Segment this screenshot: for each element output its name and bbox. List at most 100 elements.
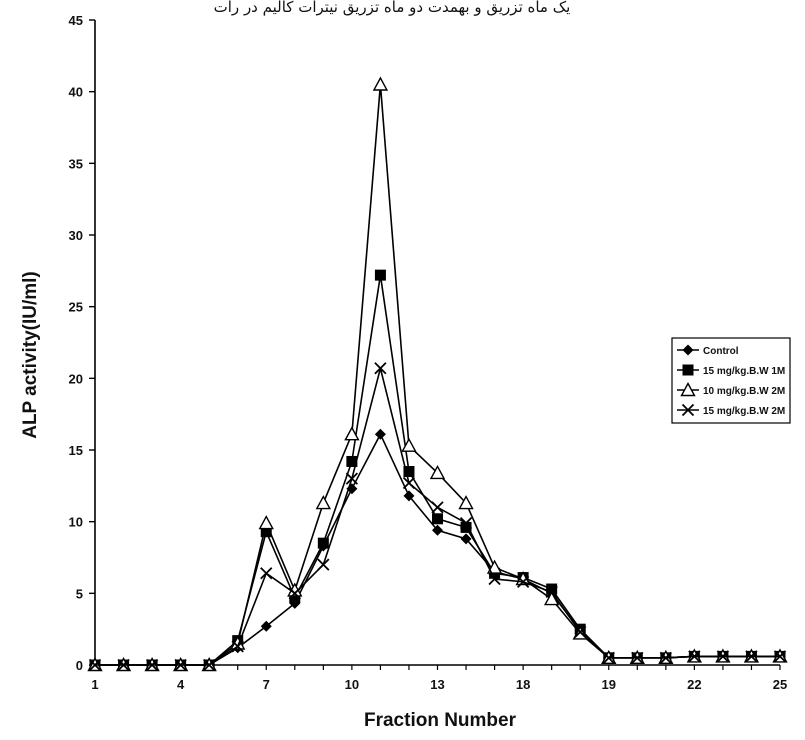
data-point — [374, 269, 386, 281]
x-marker-stroke — [174, 658, 187, 672]
x-axis-label: Fraction Number — [364, 710, 517, 731]
x-marker-stroke — [374, 362, 387, 375]
x-tick-label: 25 — [773, 677, 787, 692]
data-point — [545, 585, 558, 599]
x-marker-stroke — [231, 640, 244, 653]
legend-label: 10 mg/kg.B.W 2M — [703, 386, 785, 397]
x-marker-stroke — [545, 585, 558, 599]
data-point — [203, 658, 216, 672]
x-marker-stroke — [716, 650, 730, 663]
y-tick-label: 25 — [69, 300, 83, 315]
data-point — [403, 490, 415, 502]
data-point — [659, 651, 672, 664]
data-point — [289, 592, 301, 604]
x-marker-stroke — [574, 625, 587, 639]
data-point — [374, 362, 387, 375]
series-4 — [88, 362, 787, 672]
data-point — [260, 567, 273, 580]
x-tick-label: 18 — [516, 677, 530, 692]
data-point — [374, 428, 386, 440]
y-tick-label: 40 — [69, 85, 83, 100]
data-point — [344, 426, 360, 441]
x-marker-stroke — [288, 587, 301, 600]
x-tick-label: 19 — [602, 677, 616, 692]
data-point — [403, 466, 415, 477]
legend-label: 15 mg/kg.B.W 2M — [703, 406, 785, 417]
data-point — [315, 495, 332, 510]
x-marker-stroke — [402, 476, 416, 490]
x-marker-stroke — [631, 651, 644, 664]
legend: Control 15 mg/kg.B.W 1M 10 mg/kg.B.W 2M 15 … — [671, 337, 791, 424]
legend-marker — [682, 344, 694, 356]
data-point — [145, 658, 159, 672]
x-tick-label: 10 — [345, 677, 359, 692]
x-marker-stroke — [659, 651, 672, 664]
data-point — [460, 533, 472, 545]
data-point — [458, 495, 474, 510]
data-point — [488, 572, 501, 586]
data-point — [346, 455, 358, 467]
y-tick-label: 20 — [69, 371, 83, 386]
data-point — [546, 583, 558, 595]
data-point — [745, 650, 758, 663]
data-point — [460, 521, 472, 533]
y-tick-label: 45 — [69, 13, 83, 28]
data-point — [401, 437, 417, 452]
legend-marker — [682, 364, 694, 376]
legend-box — [671, 337, 791, 424]
data-point — [372, 76, 389, 91]
data-point — [345, 472, 359, 485]
data-point — [174, 658, 187, 672]
x-marker-stroke — [431, 501, 444, 514]
data-point — [402, 476, 416, 490]
y-tick-label: 35 — [69, 156, 83, 171]
x-marker-stroke — [681, 403, 695, 417]
data-point — [288, 587, 301, 600]
data-point — [773, 650, 787, 663]
data-point — [574, 625, 587, 639]
legend-entry: 15 mg/kg.B.W 1M — [677, 364, 785, 377]
data-point — [317, 558, 330, 571]
data-point — [459, 516, 473, 530]
data-point — [716, 650, 730, 663]
data-point — [431, 501, 444, 514]
legend-entry: 15 mg/kg.B.W 2M — [677, 403, 785, 417]
x-marker-stroke — [745, 650, 758, 663]
legend-label: 15 mg/kg.B.W 1M — [703, 366, 785, 377]
data-point — [231, 640, 244, 653]
x-marker-stroke — [145, 658, 159, 672]
chart-title: یک ماه تزریق و بهمدت دو ماه تزریق نیترات… — [214, 0, 571, 16]
legend-marker — [680, 382, 696, 397]
legend-label: Control — [703, 346, 739, 357]
data-point — [631, 651, 644, 664]
x-tick-label: 13 — [430, 677, 444, 692]
data-point — [429, 464, 446, 480]
data-point — [486, 559, 503, 574]
x-marker-stroke — [260, 567, 273, 580]
x-marker-stroke — [602, 651, 615, 664]
x-marker-stroke — [203, 658, 216, 672]
data-point — [516, 575, 530, 589]
data-point — [260, 620, 272, 632]
x-marker-stroke — [117, 658, 130, 672]
y-tick-label: 5 — [76, 586, 83, 601]
data-point — [688, 650, 701, 663]
x-tick-label: 7 — [263, 677, 270, 692]
data-point — [602, 651, 615, 664]
legend-entry: 10 mg/kg.B.W 2M — [677, 382, 785, 397]
y-tick-label: 15 — [69, 443, 83, 458]
x-tick-label: 1 — [91, 677, 98, 692]
data-point — [543, 591, 560, 606]
y-axis-label: ALP activity(IU/ml) — [20, 271, 41, 439]
x-marker-stroke — [773, 650, 787, 663]
x-tick-label: 4 — [177, 677, 185, 692]
x-marker-stroke — [459, 516, 473, 530]
x-marker-stroke — [488, 572, 501, 586]
y-tick-label: 10 — [69, 515, 83, 530]
data-point — [117, 658, 130, 672]
data-point — [260, 526, 272, 538]
data-point — [317, 537, 329, 549]
data-point — [432, 513, 443, 525]
plot-area: 0 5 10 15 20 25 30 35 40 45 1 4 7 10 13 18 19 22 25 — [69, 13, 788, 692]
